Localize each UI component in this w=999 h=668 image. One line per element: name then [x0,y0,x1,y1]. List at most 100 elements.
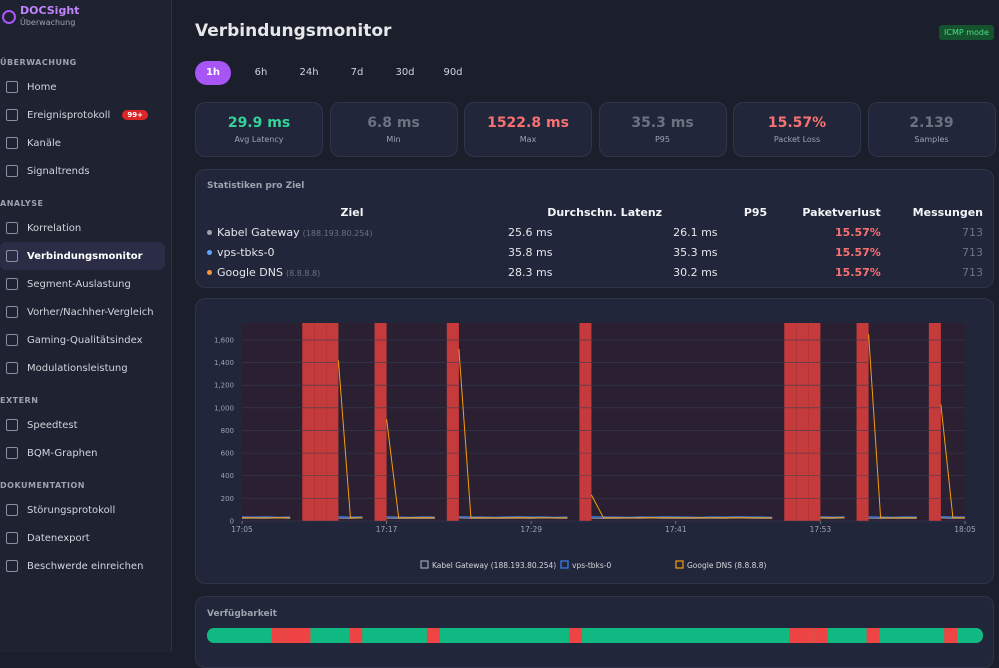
nav-icon [6,250,18,262]
loss-band [326,323,338,521]
section-title: ÜBERWACHUNG [0,58,171,67]
nav-item[interactable]: BQM-Graphen [0,439,165,467]
nav-item[interactable]: Signaltrends [0,157,165,185]
table-cell: 25.6 ms [498,222,663,242]
availability-card: Verfügbarkeit [195,596,994,668]
loss-band [302,323,314,521]
nav-label: Beschwerde einreichen [27,561,143,572]
y-tick-label: 600 [221,450,234,458]
nav-label: Modulationsleistung [27,363,128,374]
nav-item[interactable]: Modulationsleistung [0,354,165,382]
loss-band [784,323,796,521]
target-cell: vps-tbks-0 [206,242,498,262]
target-name: vps-tbks-0 [217,246,275,259]
stat-card: 15.57%Packet Loss [733,102,861,157]
stat-label: Min [331,135,457,144]
availability-loss [789,628,802,643]
time-tab[interactable]: 6h [243,61,279,85]
brand: DOCSight [20,4,79,17]
time-tab[interactable]: 30d [387,61,423,85]
nav-item[interactable]: Segment-Auslastung [0,270,165,298]
time-tab[interactable]: 90d [435,61,471,85]
target-dot [207,250,212,255]
nav-icon [6,165,18,177]
time-tab[interactable]: 7d [339,61,375,85]
target-name: Kabel Gateway [217,226,300,239]
stat-label: P95 [600,135,726,144]
logo [2,10,16,24]
table-cell: 15.57% [768,262,882,282]
loss-band [929,323,941,521]
availability-loss [427,628,440,643]
legend-label: Kabel Gateway (188.193.80.254) [432,561,556,570]
nav-icon [6,362,18,374]
time-tab[interactable]: 24h [291,61,327,85]
table-cell: 28.3 ms [498,262,663,282]
nav-label: Gaming-Qualitätsindex [27,335,143,346]
loss-band [579,323,591,521]
nav-icon [6,504,18,516]
column-header: Durchschn. Latenz [498,202,663,222]
nav-label: Speedtest [27,420,78,431]
nav-icon [6,222,18,234]
availability-loss [285,628,298,643]
nav-icon [6,447,18,459]
time-tab[interactable]: 1h [195,61,231,85]
nav-icon [6,334,18,346]
target-cell: Kabel Gateway(188.193.80.254) [206,222,498,242]
target-ip: (188.193.80.254) [303,229,373,238]
nav-label: Ereignisprotokoll [27,110,110,121]
table-cell: 35.3 ms [663,242,768,262]
loss-band [796,323,808,521]
loss-band [857,323,869,521]
nav-item[interactable]: Gaming-Qualitätsindex [0,326,165,354]
nav-item[interactable]: Datenexport [0,524,165,552]
legend-swatch [421,561,428,568]
nav-label: Signaltrends [27,166,90,177]
nav-label: Datenexport [27,533,90,544]
nav-item[interactable]: Kanäle [0,129,165,157]
stat-value: 15.57% [734,115,860,131]
nav-item[interactable]: Beschwerde einreichen [0,552,165,580]
section-title: ANALYSE [0,199,171,208]
legend-swatch [561,561,568,568]
stat-value: 6.8 ms [331,115,457,131]
table-cell: 35.8 ms [498,242,663,262]
nav-item[interactable]: Verbindungsmonitor [0,242,165,270]
availability-loss [815,628,828,643]
column-header: Messungen [882,202,984,222]
nav-label: Korrelation [27,223,81,234]
x-tick-label: 17:05 [231,525,253,534]
stat-value: 29.9 ms [196,115,322,131]
availability-loss [569,628,582,643]
availability-loss [802,628,815,643]
nav-icon [6,419,18,431]
loss-band [375,323,387,521]
availability-loss [944,628,957,643]
nav-item[interactable]: Speedtest [0,411,165,439]
nav-item[interactable]: Home [0,73,165,101]
nav-label: Störungsprotokoll [27,505,115,516]
mode-badge: ICMP mode [939,25,994,40]
nav-item[interactable]: Korrelation [0,214,165,242]
nav-item[interactable]: Störungsprotokoll [0,496,165,524]
page: {"sidebar":{"brand":"DOCSight","brand_su… [0,0,999,652]
nav-label: Vorher/Nachher-Vergleich [27,307,154,318]
x-tick-label: 18:05 [954,525,976,534]
column-header: P95 [663,202,768,222]
nav-item[interactable]: Vorher/Nachher-Vergleich [0,298,165,326]
stat-label: Samples [869,135,995,144]
nav-icon [6,81,18,93]
y-tick-label: 1,200 [214,382,234,390]
table-cell: 713 [882,222,984,242]
